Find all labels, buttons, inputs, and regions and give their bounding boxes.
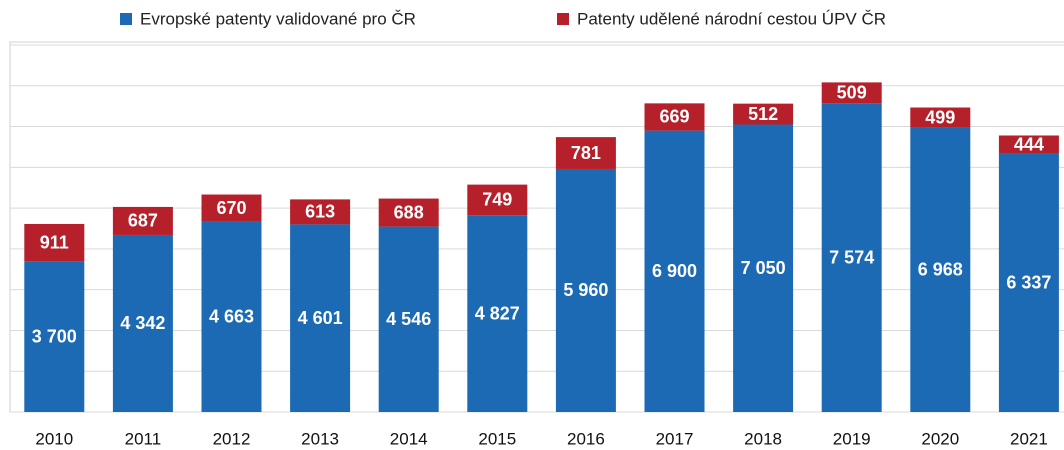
value-label: 512: [748, 104, 778, 124]
x-tick-label: 2012: [213, 429, 251, 448]
x-tick-label: 2019: [833, 429, 871, 448]
bar-segment: [112, 206, 173, 235]
x-tick-label: 2011: [125, 429, 162, 448]
value-label: 3 700: [32, 326, 77, 346]
bar-segment: [644, 103, 705, 131]
x-tick-label: 2021: [1010, 429, 1048, 448]
value-label: 4 663: [209, 307, 254, 327]
value-label: 613: [305, 202, 335, 222]
bar-segment: [733, 124, 794, 413]
bar-segment: [24, 223, 85, 262]
bar-segment: [378, 198, 439, 227]
value-label: 911: [40, 232, 69, 252]
value-label: 749: [482, 190, 512, 210]
value-label: 6 968: [918, 260, 963, 280]
bar-segment: [201, 221, 262, 412]
x-tick-label: 2014: [390, 429, 428, 448]
value-label: 509: [837, 83, 867, 103]
x-tick-label: 2017: [656, 429, 694, 448]
value-label: 5 960: [563, 280, 608, 300]
bar-segment: [290, 224, 351, 412]
bar-segment: [555, 168, 616, 412]
value-label: 688: [394, 202, 424, 222]
bar-segment: [998, 135, 1059, 154]
value-label: 669: [659, 107, 689, 127]
value-label: 4 342: [120, 313, 165, 333]
value-label: 687: [128, 211, 158, 231]
value-label: 444: [1014, 134, 1044, 154]
bar-segment: [290, 199, 351, 225]
bar-segment: [998, 153, 1059, 412]
bar-segment: [201, 194, 262, 222]
bar-segment: [910, 107, 971, 128]
value-label: 4 601: [298, 308, 343, 328]
bar-segment: [112, 234, 173, 412]
bar-segment: [378, 226, 439, 412]
x-tick-label: 2010: [35, 429, 73, 448]
legend-label: Evropské patenty validované pro ČR: [140, 9, 416, 28]
bar-segment: [821, 103, 882, 412]
value-label: 4 546: [386, 309, 431, 329]
x-tick-label: 2020: [921, 429, 959, 448]
value-label: 781: [571, 143, 601, 163]
bar-segment: [555, 137, 616, 169]
x-tick-label: 2015: [478, 429, 516, 448]
bar-segment: [644, 130, 705, 412]
value-label: 4 827: [475, 303, 520, 323]
value-label: 6 337: [1006, 273, 1051, 293]
value-label: 7 050: [741, 258, 786, 278]
legend-swatch: [120, 13, 132, 25]
value-label: 670: [216, 198, 246, 218]
value-label: 499: [925, 107, 955, 127]
x-tick-label: 2013: [301, 429, 339, 448]
bar-segment: [467, 184, 528, 216]
legend-swatch: [557, 13, 569, 25]
x-tick-label: 2018: [744, 429, 782, 448]
bar-segment: [24, 261, 85, 412]
value-label: 6 900: [652, 261, 697, 281]
bar-segment: [733, 103, 794, 125]
legend-label: Patenty udělené národní cestou ÚPV ČR: [577, 9, 886, 28]
x-tick-label: 2016: [567, 429, 605, 448]
bar-segment: [467, 215, 528, 412]
value-label: 7 574: [829, 247, 874, 267]
bar-segment: [910, 127, 971, 412]
bar-segment: [821, 82, 882, 104]
